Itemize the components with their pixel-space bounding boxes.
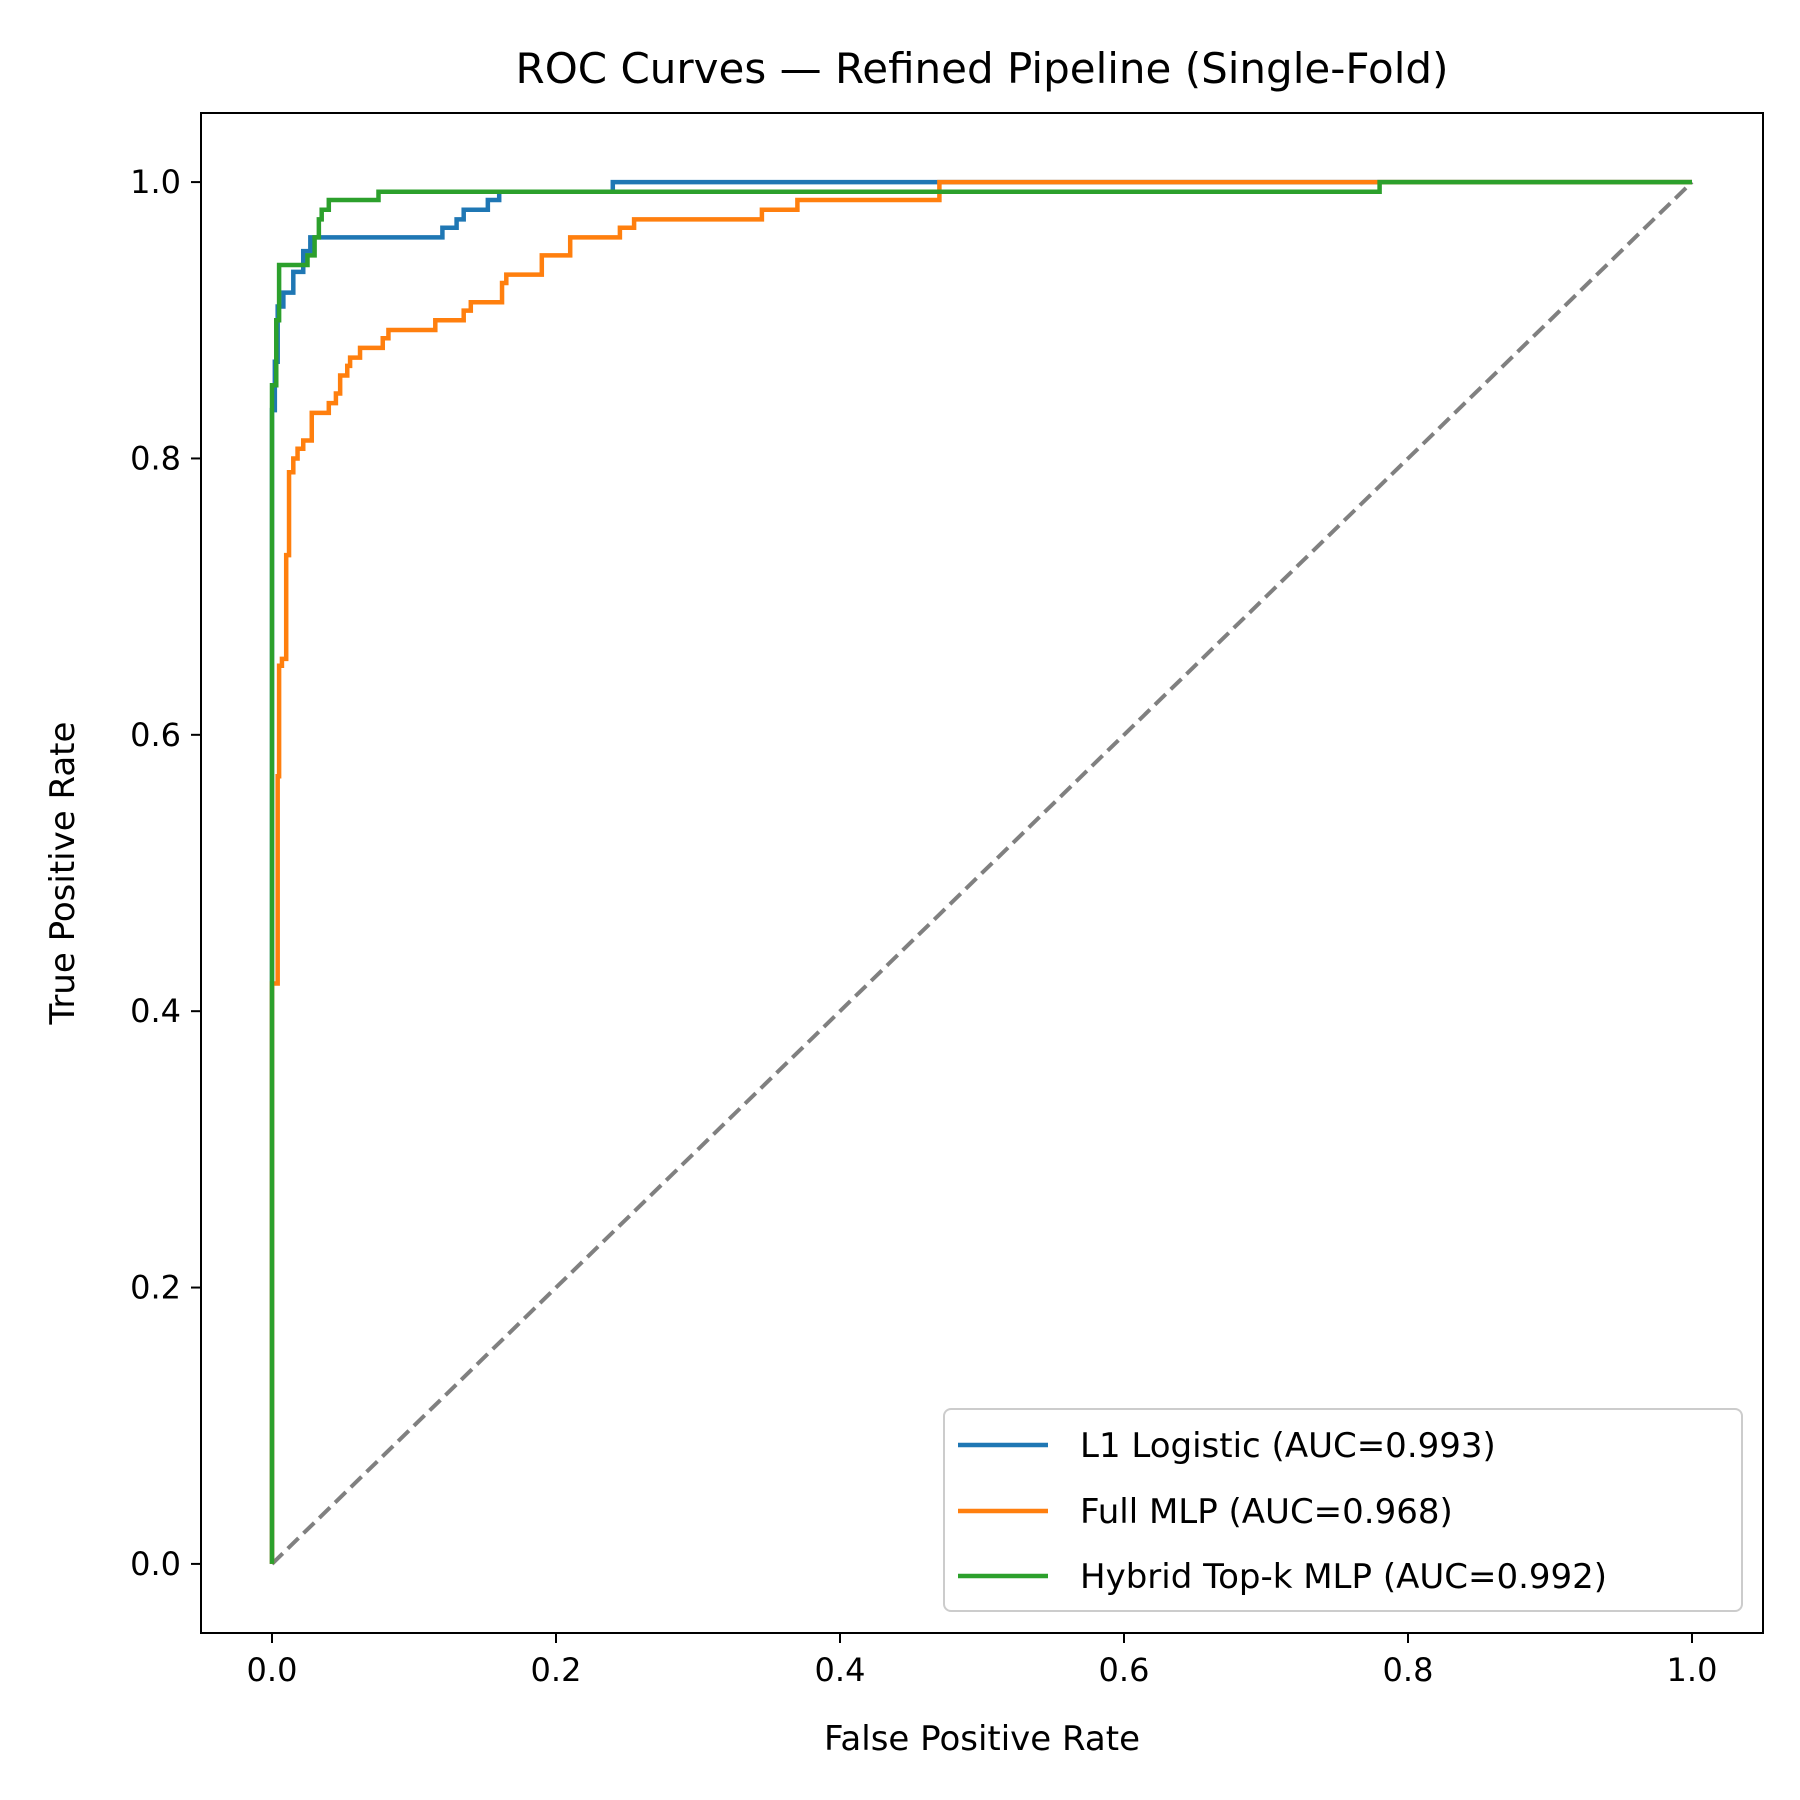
x-axis-label: False Positive Rate <box>824 1719 1140 1759</box>
x-axis: 0.0 0.2 0.4 0.6 0.8 1.0 <box>247 1633 1718 1689</box>
x-tick-label: 0.4 <box>815 1651 866 1689</box>
chance-diagonal-line <box>270 180 1694 1566</box>
chart-title: ROC Curves — Refined Pipeline (Single-Fo… <box>516 44 1449 93</box>
x-tick-label: 1.0 <box>1667 1651 1718 1689</box>
legend-label-3: Hybrid Top-k MLP (AUC=0.992) <box>1080 1557 1607 1597</box>
y-axis: 0.0 0.2 0.4 0.6 0.8 1.0 <box>130 163 201 1583</box>
y-tick-label: 0.8 <box>130 439 181 477</box>
y-tick-label: 1.0 <box>130 163 181 201</box>
y-tick-label: 0.6 <box>130 716 181 754</box>
x-tick-label: 0.0 <box>247 1651 298 1689</box>
series-line-3 <box>269 179 1692 1564</box>
x-tick-label: 0.6 <box>1099 1651 1150 1689</box>
y-tick-label: 0.0 <box>130 1545 181 1583</box>
x-tick-label: 0.8 <box>1383 1651 1434 1689</box>
plot-frame <box>200 112 1764 1634</box>
legend: L1 Logistic (AUC=0.993) Full MLP (AUC=0.9… <box>943 1408 1743 1612</box>
y-tick-label: 0.2 <box>130 1269 181 1307</box>
series-line-2 <box>269 179 1692 1564</box>
legend-label-2: Full MLP (AUC=0.968) <box>1080 1492 1453 1532</box>
y-tick-label: 0.4 <box>130 992 181 1030</box>
legend-box <box>943 1408 1743 1612</box>
x-tick-label: 0.2 <box>531 1651 582 1689</box>
legend-label-1: L1 Logistic (AUC=0.993) <box>1080 1426 1496 1466</box>
y-axis-label: True Positive Rate <box>43 722 83 1026</box>
plot-area <box>269 179 1694 1566</box>
